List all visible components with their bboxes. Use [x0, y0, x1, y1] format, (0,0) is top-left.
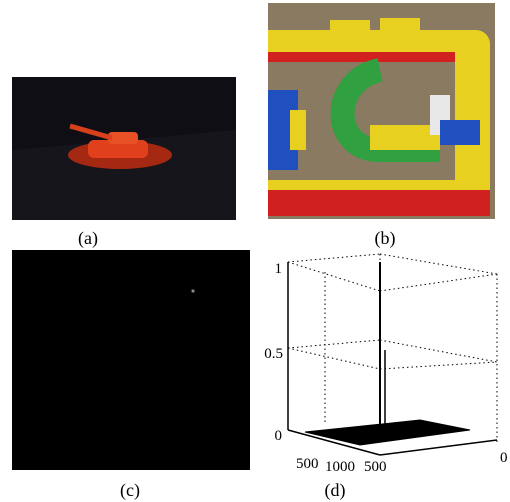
panel-d-plot	[255, 250, 510, 472]
caption: (a)	[78, 228, 98, 249]
z-tick-label: 1	[275, 261, 283, 277]
y-tick-label: 0	[500, 450, 508, 466]
panel-a-image	[12, 77, 236, 220]
caption: (c)	[120, 480, 140, 501]
z-tick-label: 0.5	[264, 346, 283, 362]
y-tick-label: 500	[364, 459, 387, 475]
x-tick-label: 1000	[325, 459, 355, 475]
caption: (b)	[375, 228, 396, 249]
caption: (d)	[325, 480, 346, 501]
z-tick-label: 0	[275, 428, 283, 444]
x-tick-label: 500	[296, 456, 319, 472]
panel-b-image	[268, 3, 495, 219]
panel-c-image	[12, 250, 250, 470]
